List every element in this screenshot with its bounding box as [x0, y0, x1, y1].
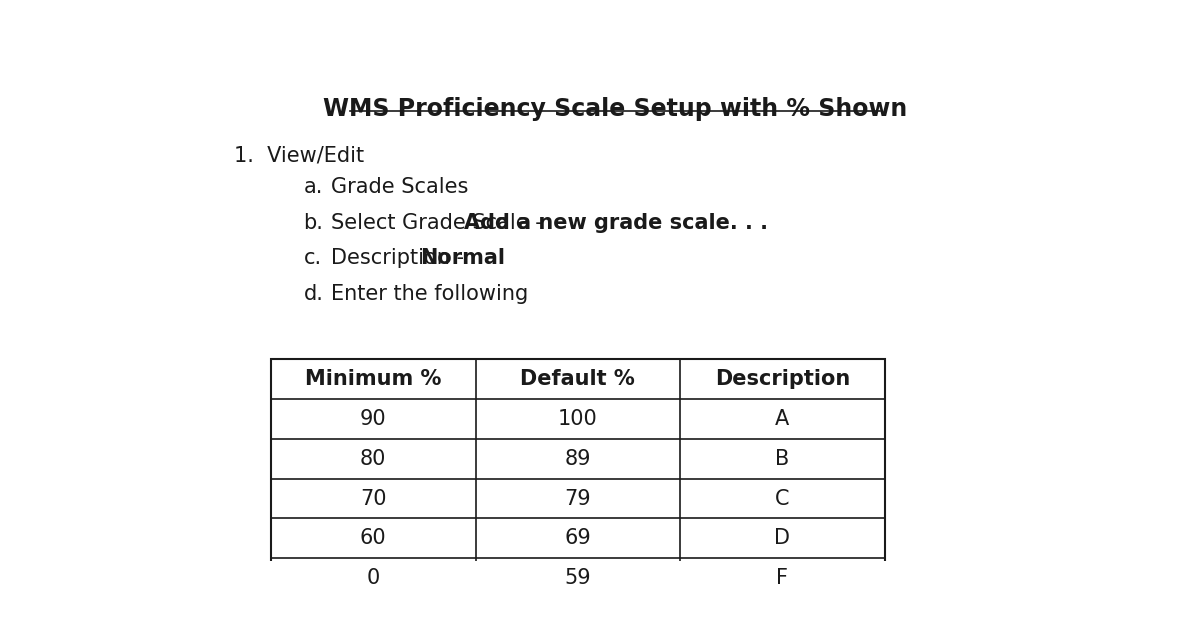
Text: Normal: Normal	[420, 248, 505, 268]
Text: 70: 70	[360, 489, 386, 508]
Text: c.: c.	[304, 248, 322, 268]
Text: Add a new grade scale. . .: Add a new grade scale. . .	[464, 213, 768, 233]
Text: 89: 89	[564, 449, 592, 469]
Text: Description -: Description -	[331, 248, 470, 268]
Text: 79: 79	[564, 489, 592, 508]
Text: F: F	[776, 568, 788, 588]
Text: 90: 90	[360, 409, 386, 429]
Text: 80: 80	[360, 449, 386, 469]
Text: Description: Description	[715, 369, 850, 389]
Text: a.: a.	[304, 178, 323, 197]
Text: Minimum %: Minimum %	[305, 369, 442, 389]
Text: C: C	[775, 489, 790, 508]
Text: d.: d.	[304, 284, 323, 304]
Text: D: D	[774, 529, 791, 548]
Text: Select Grade Scale -: Select Grade Scale -	[331, 213, 550, 233]
Text: 0: 0	[366, 568, 380, 588]
Text: B: B	[775, 449, 790, 469]
Text: Grade Scales: Grade Scales	[331, 178, 469, 197]
Text: A: A	[775, 409, 790, 429]
Bar	[271, 359, 884, 598]
Text: 59: 59	[564, 568, 592, 588]
Text: 60: 60	[360, 529, 386, 548]
Text: WMS Proficiency Scale Setup with % Shown: WMS Proficiency Scale Setup with % Shown	[323, 98, 907, 122]
Text: 69: 69	[564, 529, 592, 548]
Text: Enter the following: Enter the following	[331, 284, 529, 304]
Text: 1.  View/Edit: 1. View/Edit	[234, 146, 364, 166]
Text: Default %: Default %	[521, 369, 635, 389]
Text: 100: 100	[558, 409, 598, 429]
Text: b.: b.	[304, 213, 323, 233]
